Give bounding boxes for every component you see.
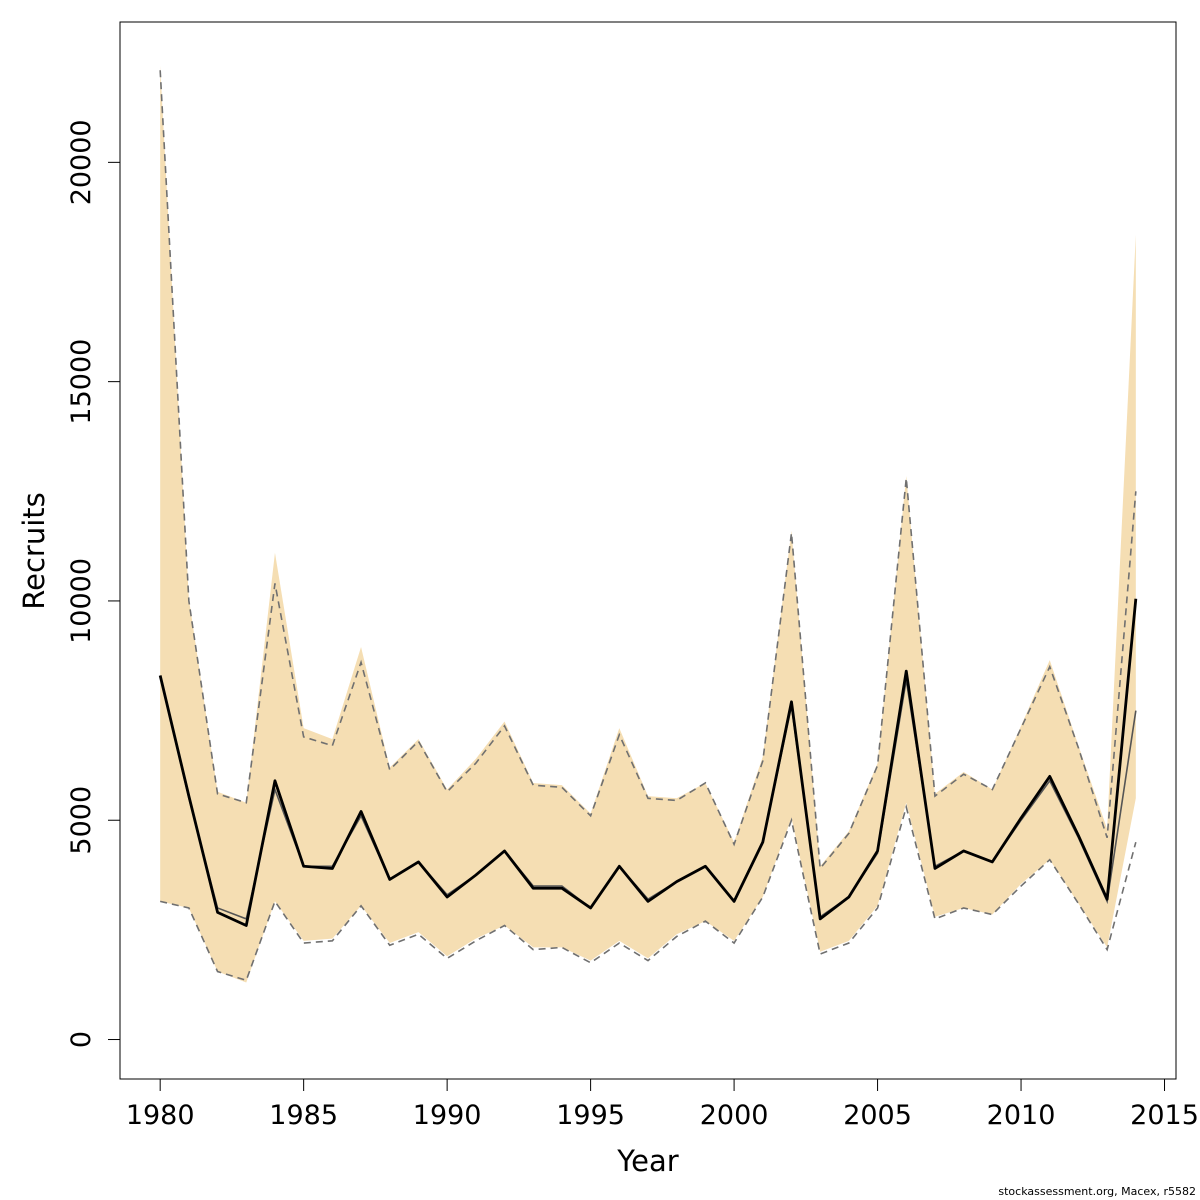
credit-footer: stockassessment.org, Macex, r5582 [998,1185,1196,1198]
x-tick-label: 1985 [269,1100,338,1131]
x-tick-label: 2005 [843,1100,912,1131]
y-tick-label: 15000 [66,339,97,425]
estimate-line [158,598,1138,927]
alternate-upper-bound-line [159,70,1137,871]
y-axis-title: Recruits [17,492,51,609]
x-tick-label: 2015 [1130,1100,1199,1131]
y-tick-label: 0 [66,1031,97,1048]
x-axis-title: Year [616,1144,678,1178]
confidence-band-area [160,65,1136,983]
confidence-band-layer [160,65,1136,983]
x-tick-label: 1980 [126,1100,195,1131]
x-tick-label: 2000 [700,1100,769,1131]
y-tick-label: 10000 [66,558,97,644]
y-axis: 0 5000 10000 15000 20000 [66,119,121,1048]
x-tick-label: 1995 [556,1100,625,1131]
series-line-layer [158,70,1138,982]
x-tick-label: 2010 [987,1100,1056,1131]
alternate-lower-bound-line [159,804,1137,982]
x-tick-label: 1990 [413,1100,482,1131]
y-tick-label: 5000 [66,786,97,855]
x-axis: 1980 1985 1990 1995 2000 2005 2010 2015 [126,1078,1199,1131]
y-tick-label: 20000 [66,119,97,205]
